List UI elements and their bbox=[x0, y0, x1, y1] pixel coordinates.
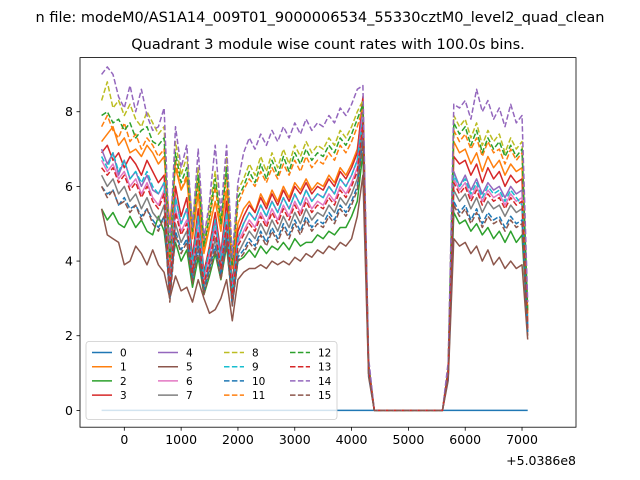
legend-label-12: 12 bbox=[318, 348, 331, 360]
legend-label-3: 3 bbox=[120, 390, 127, 402]
series-line-8 bbox=[100, 81, 529, 412]
x-axis: 0 1000 2000 3000 4000 5000 6000 7000 bbox=[120, 427, 538, 447]
legend-label-11: 11 bbox=[252, 390, 265, 402]
legend-label-5: 5 bbox=[186, 362, 193, 374]
legend-label-15: 15 bbox=[318, 390, 331, 402]
x-tick-label: 4000 bbox=[336, 432, 368, 447]
x-tick-label: 3000 bbox=[279, 432, 311, 447]
x-tick-label: 0 bbox=[120, 432, 128, 447]
legend-label-0: 0 bbox=[120, 348, 127, 360]
chart-title: Quadrant 3 module wise count rates with … bbox=[131, 37, 525, 53]
x-tick-label: 6000 bbox=[449, 432, 481, 447]
series-line-14 bbox=[101, 66, 529, 412]
y-tick-label: 6 bbox=[65, 179, 73, 194]
legend-label-14: 14 bbox=[318, 376, 332, 388]
legend-label-2: 2 bbox=[120, 376, 127, 388]
series-line-5 bbox=[100, 174, 529, 412]
axes-frame bbox=[79, 57, 577, 428]
y-tick-label: 4 bbox=[65, 254, 73, 269]
legend-label-6: 6 bbox=[186, 376, 193, 388]
legend-label-13: 13 bbox=[318, 362, 331, 374]
y-tick-label: 8 bbox=[65, 104, 73, 119]
series-line-15 bbox=[100, 140, 529, 412]
y-tick-label: 0 bbox=[65, 403, 73, 418]
x-axis-offset-label: +5.0386e8 bbox=[506, 453, 576, 468]
x-tick-label: 2000 bbox=[222, 432, 254, 447]
legend-label-9: 9 bbox=[252, 362, 259, 374]
legend-label-4: 4 bbox=[186, 348, 193, 360]
series-line-12 bbox=[101, 103, 529, 412]
legend-label-8: 8 bbox=[252, 348, 259, 360]
x-tick-label: 7000 bbox=[506, 432, 538, 447]
series-line-10 bbox=[101, 137, 529, 412]
legend-label-1: 1 bbox=[120, 362, 127, 374]
figure-suptitle: n file: modeM0/AS1A14_009T01_9000006534_… bbox=[36, 10, 605, 26]
legend-box bbox=[85, 341, 338, 420]
y-axis: 0 2 4 6 8 bbox=[65, 104, 80, 418]
legend-label-7: 7 bbox=[186, 390, 193, 402]
x-tick-label: 5000 bbox=[392, 432, 424, 447]
plot-area bbox=[100, 66, 529, 412]
legend-label-10: 10 bbox=[252, 376, 265, 388]
y-tick-label: 2 bbox=[65, 328, 73, 343]
x-tick-label: 1000 bbox=[165, 432, 197, 447]
